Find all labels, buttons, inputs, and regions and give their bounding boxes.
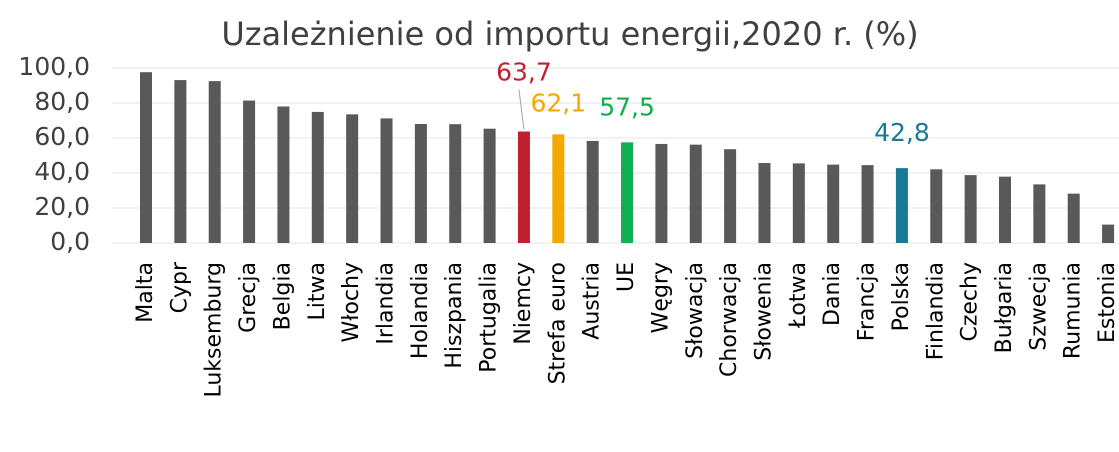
bar (1067, 193, 1080, 243)
bar (999, 176, 1011, 243)
y-tick-label: 40,0 (34, 157, 90, 186)
bar (140, 72, 152, 243)
bar (277, 106, 290, 243)
x-tick-label: Rumunia (1061, 262, 1086, 359)
x-tick-label: Finlandia (923, 262, 948, 360)
bar (243, 100, 256, 243)
bar (655, 143, 668, 243)
bar (380, 118, 393, 243)
x-tick-label: Austria (580, 262, 605, 340)
bar (758, 163, 771, 243)
x-tick-label: UE (614, 262, 639, 292)
x-tick-label: Polska (889, 262, 914, 331)
x-tick-label: Szwecja (1026, 262, 1051, 351)
bar (414, 124, 427, 243)
bar (689, 144, 702, 243)
bar (449, 124, 462, 243)
bar (827, 164, 840, 243)
bar (174, 80, 187, 243)
x-tick-label: Bułgaria (992, 262, 1017, 353)
y-tick-label: 80,0 (34, 87, 90, 116)
x-tick-label: Portugalia (477, 262, 502, 373)
bar (517, 131, 530, 243)
x-tick-label: Czechy (958, 262, 983, 342)
bar (483, 128, 496, 243)
bar (1102, 224, 1115, 243)
data-label: 57,5 (599, 92, 655, 121)
bar (621, 142, 634, 243)
bar (930, 169, 943, 243)
bar (311, 111, 324, 243)
x-tick-label: Łotwa (786, 262, 811, 329)
bar (895, 168, 908, 243)
bar (1033, 184, 1046, 243)
x-tick-label: Francja (855, 262, 880, 341)
x-tick-label: Belgia (270, 262, 295, 330)
bar (861, 165, 874, 243)
bar (724, 149, 737, 243)
y-tick-label: 60,0 (34, 122, 90, 151)
bar (552, 134, 565, 243)
x-tick-label: Niemcy (511, 262, 536, 345)
data-label: 42,8 (874, 118, 930, 147)
bar (346, 114, 359, 243)
x-tick-label: Włochy (339, 262, 364, 343)
bar (964, 175, 977, 243)
bar (208, 81, 221, 243)
chart-title: Uzależnienie od importu energii,2020 r. … (221, 15, 918, 53)
x-tick-label: Irlandia (374, 262, 399, 345)
y-tick-label: 100,0 (18, 52, 90, 81)
bar (586, 140, 599, 243)
x-tick-label: Strefa euro (545, 262, 570, 384)
x-tick-label: Chorwacja (717, 262, 742, 377)
x-tick-label: Estonia (1095, 262, 1119, 343)
x-tick-label: Węgry (648, 262, 673, 333)
x-tick-label: Holandia (408, 262, 433, 359)
x-tick-label: Litwa (305, 262, 330, 320)
x-tick-label: Grecja (236, 262, 261, 333)
x-tick-label: Słowenia (751, 262, 776, 361)
x-tick-label: Dania (820, 262, 845, 326)
y-tick-label: 0,0 (50, 227, 90, 256)
x-tick-label: Słowacja (683, 262, 708, 359)
leader-line (518, 89, 525, 130)
x-tick-label: Luksemburg (202, 262, 227, 398)
x-tick-label: Malta (133, 262, 158, 323)
bar (792, 163, 805, 243)
x-tick-label: Hiszpania (442, 262, 467, 369)
y-tick-label: 20,0 (34, 192, 90, 221)
x-tick-label: Cypr (167, 261, 192, 313)
data-label: 63,7 (496, 58, 552, 87)
data-label: 62,1 (530, 88, 586, 117)
